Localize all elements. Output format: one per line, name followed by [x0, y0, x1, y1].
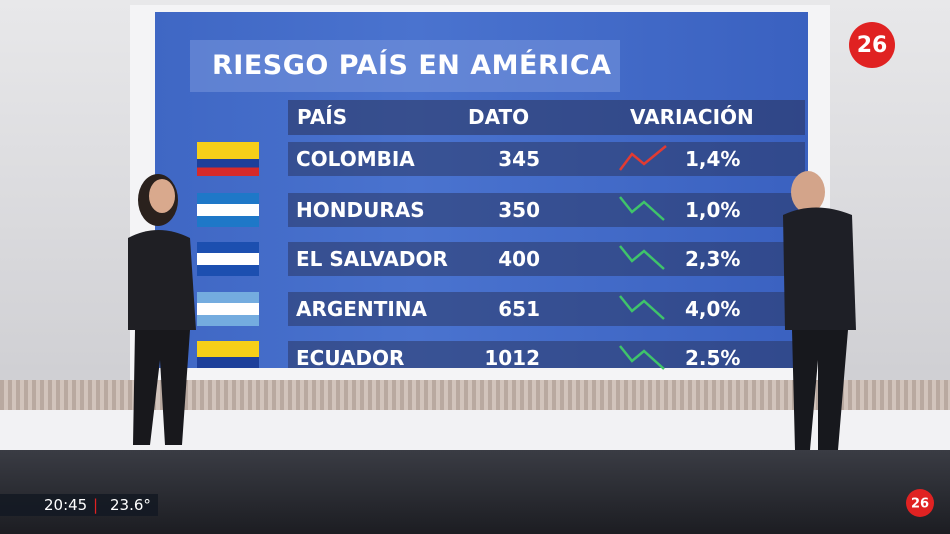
- country: HONDURAS: [296, 198, 425, 222]
- screen-title: RIESGO PAÍS EN AMÉRICA: [190, 40, 620, 92]
- trend-down: [619, 295, 665, 320]
- value: 1012: [484, 346, 540, 370]
- value: 350: [498, 198, 540, 222]
- channel-logo-small: 26: [906, 489, 934, 517]
- value: 400: [498, 247, 540, 271]
- country: EL SALVADOR: [296, 247, 448, 271]
- time: 20:45: [44, 496, 88, 514]
- variation: 2.5%: [685, 346, 741, 370]
- flag: [197, 292, 259, 326]
- table-row: [288, 341, 805, 368]
- header-cell: DATO: [468, 105, 530, 129]
- presenter-right: [783, 171, 856, 450]
- studio-slats: [0, 380, 950, 410]
- table-row: [288, 292, 805, 326]
- trend-down: [619, 245, 665, 270]
- table-row: [288, 142, 805, 176]
- header-cell: VARIACIÓN: [630, 105, 754, 129]
- table-header: [288, 100, 805, 135]
- table-row: [288, 193, 805, 227]
- variation: 1,4%: [685, 147, 741, 171]
- presenter-left: [128, 174, 196, 445]
- logo-text: 26: [911, 497, 929, 512]
- trend-down: [619, 345, 665, 370]
- flag: [197, 142, 259, 176]
- ticker: 20:45 | 23.6°: [0, 494, 158, 516]
- trend-down: [619, 196, 665, 221]
- channel-logo: 26: [849, 22, 895, 68]
- studio-floor: [0, 450, 950, 534]
- header-cell: PAÍS: [297, 105, 348, 129]
- variation: 1,0%: [685, 198, 741, 222]
- trend-icons: [619, 145, 667, 370]
- variation: 4,0%: [685, 297, 741, 321]
- variation: 2,3%: [685, 247, 741, 271]
- country: ARGENTINA: [296, 297, 427, 321]
- logo-text: 26: [857, 33, 888, 58]
- value: 345: [498, 147, 540, 171]
- trend-up: [619, 145, 667, 171]
- separator: |: [93, 496, 99, 514]
- value: 651: [498, 297, 540, 321]
- flag: [197, 193, 259, 227]
- flag: [197, 242, 259, 276]
- flag: [197, 341, 259, 368]
- table-row: [288, 242, 805, 276]
- temperature: 23.6°: [110, 496, 151, 514]
- country: COLOMBIA: [296, 147, 415, 171]
- studio-ledge: [0, 410, 950, 450]
- country: ECUADOR: [296, 346, 405, 370]
